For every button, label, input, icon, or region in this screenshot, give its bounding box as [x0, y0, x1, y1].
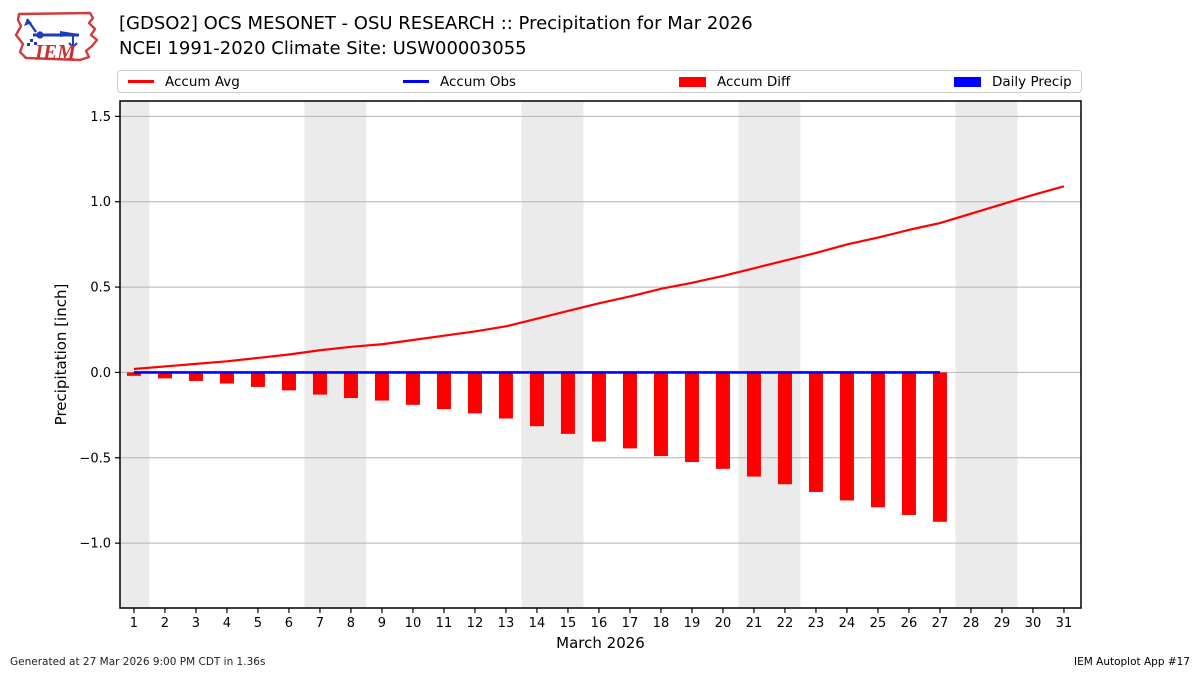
accum-diff-bar: [219, 372, 234, 384]
x-tick-label: 5: [254, 616, 262, 631]
x-tick-label: 24: [839, 616, 856, 631]
x-tick-label: 16: [591, 616, 608, 631]
x-tick-label: 31: [1056, 616, 1073, 631]
accum-diff-bar: [188, 372, 203, 381]
x-axis-label: March 2026: [556, 634, 645, 652]
legend-label: Accum Avg: [165, 73, 240, 90]
weather-vane-icon: [24, 18, 79, 48]
accum-diff-bar: [250, 372, 265, 387]
x-tick-label: 9: [378, 616, 386, 631]
chart-legend: Accum Avg Accum Obs Accum Diff Daily Precip: [117, 70, 1082, 93]
accum-diff-bar: [932, 372, 947, 522]
accum-diff-bar: [684, 372, 699, 463]
x-tick-label: 20: [715, 616, 732, 631]
accum-diff-bar: [374, 372, 389, 401]
weekend-band: [120, 101, 150, 608]
accum-diff-bar: [839, 372, 854, 501]
accum-diff-bar: [343, 372, 358, 399]
x-tick-label: 25: [870, 616, 887, 631]
plot-frame: [119, 100, 1082, 609]
accum-diff-bar: [312, 372, 327, 395]
accum-avg-line: [133, 185, 1065, 371]
chart-titles: [GDSO2] OCS MESONET - OSU RESEARCH :: Pr…: [119, 11, 753, 61]
accum-diff-bar: [715, 372, 730, 469]
x-tick-label: 7: [316, 616, 324, 631]
chart-title: [GDSO2] OCS MESONET - OSU RESEARCH :: Pr…: [119, 13, 753, 34]
x-tick-label: 14: [529, 616, 546, 631]
accum-diff-bar: [591, 372, 606, 442]
x-tick-label: 22: [777, 616, 794, 631]
accum-diff-bar: [436, 372, 451, 410]
x-tick-label: 18: [653, 616, 670, 631]
x-tick-label: 6: [285, 616, 293, 631]
x-tick-label: 21: [746, 616, 763, 631]
y-tick-label: 0.0: [90, 366, 111, 381]
accum-diff-bar: [126, 372, 141, 376]
x-tick-label: 13: [498, 616, 515, 631]
legend-item-accum-obs: Accum Obs: [403, 71, 516, 92]
y-tick-label: 1.5: [90, 110, 111, 125]
x-tick-label: 12: [467, 616, 484, 631]
accum-diff-bar: [622, 372, 637, 449]
x-tick-label: 27: [932, 616, 949, 631]
iem-logo-text: IEM: [34, 40, 77, 64]
x-tick-label: 10: [405, 616, 422, 631]
iowa-outline-icon: [14, 11, 99, 62]
x-tick-label: 2: [161, 616, 169, 631]
legend-swatch-icon: [128, 80, 154, 83]
legend-label: Accum Obs: [440, 73, 517, 90]
accum-diff-bar: [281, 372, 296, 391]
x-tick-label: 26: [901, 616, 918, 631]
legend-label: Daily Precip: [992, 73, 1072, 90]
accum-diff-bar: [808, 372, 823, 492]
y-tick-label: −1.0: [79, 537, 111, 552]
accum-diff-bar: [746, 372, 761, 477]
legend-swatch-icon: [403, 80, 429, 83]
accum-diff-bar: [653, 372, 668, 457]
y-tick-label: 1.0: [90, 195, 111, 210]
accum-diff-bar: [529, 372, 544, 427]
legend-label: Accum Diff: [717, 73, 791, 90]
y-axis-label: Precipitation [inch]: [52, 284, 70, 426]
accum-diff-bar: [777, 372, 792, 485]
legend-swatch-icon: [679, 76, 706, 87]
x-tick-label: 8: [347, 616, 355, 631]
x-tick-label: 29: [994, 616, 1011, 631]
legend-item-accum-avg: Accum Avg: [128, 71, 240, 92]
accum-diff-bar: [870, 372, 885, 508]
weekend-band: [521, 101, 584, 608]
accum-diff-bar: [560, 372, 575, 434]
generated-timestamp: Generated at 27 Mar 2026 9:00 PM CDT in …: [10, 656, 266, 668]
y-tick-label: 0.5: [90, 281, 111, 296]
iem-logo: IEM: [14, 11, 99, 64]
x-tick-label: 28: [963, 616, 980, 631]
x-tick-label: 19: [684, 616, 701, 631]
weekend-band: [304, 101, 367, 608]
chart-subtitle: NCEI 1991-2020 Climate Site: USW00003055: [119, 38, 527, 59]
legend-item-accum-diff: Accum Diff: [679, 71, 790, 92]
x-tick-label: 15: [560, 616, 577, 631]
x-tick-label: 1: [130, 616, 138, 631]
accum-diff-bar: [901, 372, 916, 515]
accum-diff-bar: [157, 372, 172, 379]
app-credit: IEM Autoplot App #17: [1074, 656, 1190, 668]
accum-diff-bar: [405, 372, 420, 405]
x-tick-label: 3: [192, 616, 200, 631]
x-tick-label: 23: [808, 616, 825, 631]
x-tick-label: 11: [436, 616, 453, 631]
x-tick-label: 30: [1025, 616, 1042, 631]
x-tick-label: 17: [622, 616, 639, 631]
weekend-band: [955, 101, 1018, 608]
legend-swatch-icon: [954, 76, 981, 87]
x-tick-label: 4: [223, 616, 231, 631]
accum-diff-bar: [467, 372, 482, 414]
weekend-band: [738, 101, 801, 608]
legend-item-daily-precip: Daily Precip: [954, 71, 1072, 92]
y-tick-label: −0.5: [79, 451, 111, 466]
accum-diff-bar: [498, 372, 513, 419]
